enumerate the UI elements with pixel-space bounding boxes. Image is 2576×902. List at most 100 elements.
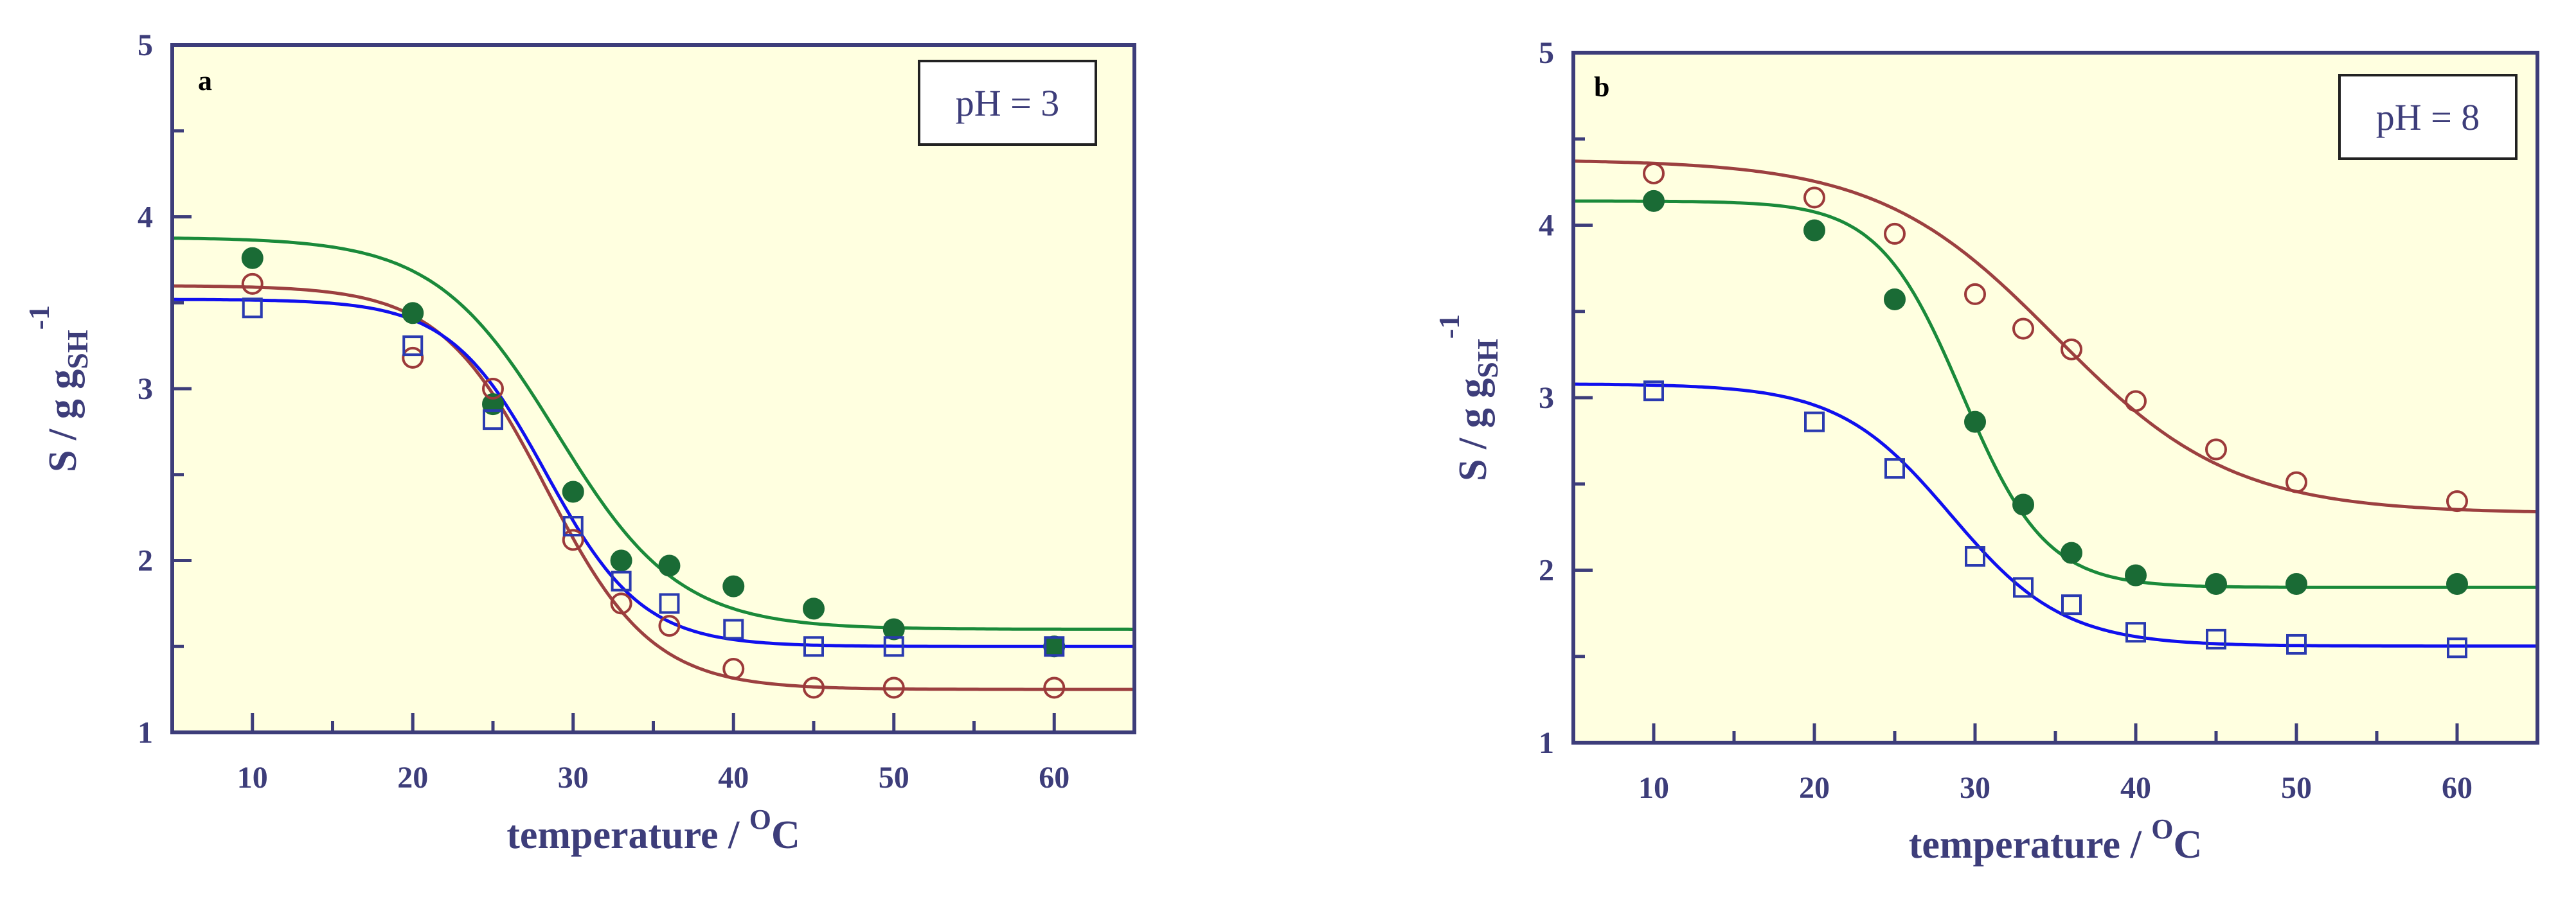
data-point [2285,471,2307,493]
data-point [1803,219,1825,242]
data-point [722,658,745,680]
data-point [882,618,905,641]
y-axis-label: S / g gSH-1 [1433,314,1504,481]
data-point [2125,622,2146,643]
data-point [1043,676,1066,699]
data-point [2061,338,2082,360]
y-tick-label: 2 [1539,554,1554,588]
data-point [241,272,264,295]
data-point [2446,490,2468,513]
data-point [1964,283,1986,305]
panel-label: a [198,65,212,96]
annotation-text: pH = 3 [956,82,1060,124]
data-point [1643,380,1664,402]
data-point [2061,594,2082,615]
x-tick-label: 50 [879,761,909,795]
data-point [483,409,503,430]
x-tick-label: 10 [237,761,268,795]
data-point [2013,577,2034,598]
x-tick-label: 40 [2120,771,2151,805]
plot-area [172,45,1134,732]
x-tick-label: 10 [1638,771,1669,805]
data-point [482,378,504,400]
y-tick-label: 1 [138,716,153,750]
x-tick-label: 20 [397,761,428,795]
data-point [241,247,264,269]
x-tick-label: 60 [2442,771,2473,805]
x-tick-label: 60 [1039,761,1069,795]
data-point [659,593,680,614]
data-point [1044,636,1065,657]
data-point [2125,564,2147,587]
data-point [803,636,824,657]
data-point [402,335,424,357]
x-tick-label: 50 [2281,771,2312,805]
y-axis-label: S / g gSH-1 [22,305,94,472]
data-point [2061,542,2082,564]
data-point [2446,572,2468,595]
data-point [2285,572,2307,595]
x-tick-label: 40 [718,761,749,795]
data-point [2206,628,2226,650]
data-point [658,554,681,577]
x-axis-label: temperature / OC [1909,813,2203,867]
panel-label: b [1594,71,1609,103]
axes-frame [1571,51,2539,745]
data-point [722,575,745,597]
data-point [610,592,632,615]
data-point [1643,162,1665,184]
fit-curve-series-3 [1573,382,2537,648]
axes-frame [170,43,1136,734]
data-point [883,636,904,657]
data-point [658,615,681,637]
data-point [610,549,632,572]
annotation-box [2338,74,2518,160]
data-point [402,346,424,369]
data-point [562,529,584,551]
x-axis-label: temperature / OC [506,804,800,857]
fit-curve-series-1 [1573,159,2538,514]
data-point [1884,288,1906,310]
data-point [2205,438,2227,461]
data-point [2447,637,2467,659]
x-tick-label: 20 [1799,771,1830,805]
y-tick-label: 4 [1539,209,1554,243]
y-tick-label: 4 [138,200,153,234]
fit-curve-series-2 [172,284,1134,691]
data-point [562,516,584,536]
y-tick-label: 1 [1539,726,1554,760]
data-point [2012,493,2034,516]
data-point [2286,633,2307,655]
y-tick-label: 5 [138,28,153,62]
data-point [723,619,744,640]
data-point [1643,190,1665,212]
x-tick-label: 30 [1960,771,1990,805]
data-point [803,676,825,699]
fit-curve-series-2 [1573,199,2537,589]
data-point [402,302,424,324]
data-point [882,676,905,699]
data-point [2012,317,2034,340]
y-tick-label: 3 [1539,381,1554,415]
data-point [1884,458,1905,479]
data-point [562,481,584,503]
data-point [242,297,263,319]
annotation-text: pH = 8 [2376,96,2480,138]
data-point [1043,635,1066,658]
data-point [1884,222,1906,245]
data-point [2125,390,2147,412]
annotation-box [918,60,1097,146]
y-tick-label: 3 [138,372,153,406]
data-point [1803,186,1825,209]
data-point [1965,546,1985,567]
data-point [482,393,504,416]
y-tick-label: 5 [1539,36,1554,70]
data-point [1804,411,1825,432]
fit-curve-series-3 [172,297,1134,648]
data-point [2205,572,2227,595]
chart-panel-b: 10 20 30 40 50 60 1 2 3 4 5 b pH = 8 temperature / OC… [1433,36,2539,867]
chart-panel-a: 10 20 30 40 50 60 1 2 3 4 5 a pH = 3 temperature / OC… [22,28,1136,857]
y-tick-label: 2 [138,544,153,578]
data-point [803,597,825,620]
